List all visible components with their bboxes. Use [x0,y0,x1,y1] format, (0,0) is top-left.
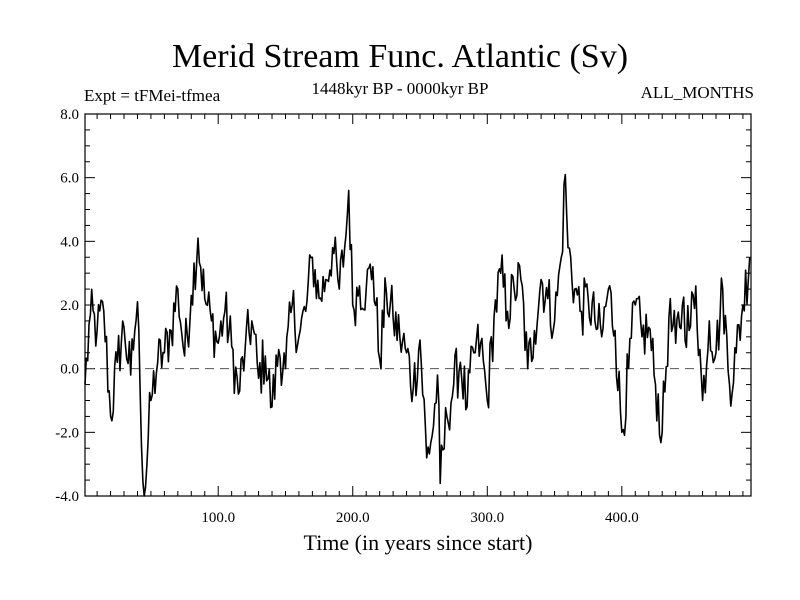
data-line-series [84,173,751,497]
y-tick-label: 6.0 [60,171,79,187]
y-tick-label: 8.0 [60,107,79,123]
months-label: ALL_MONTHS [640,83,754,102]
x-tick-label: 300.0 [470,510,504,526]
tick-labels: 100.0 200.0 300.0 400.0 -4.0 -2.0 0.0 2.0 4.0 6.0… [55,107,638,526]
y-tick-label: -2.0 [55,425,79,441]
plot-frame [84,113,752,497]
time-period-label: 1448kyr BP - 0000kyr BP [311,79,489,98]
y-tick-label: -4.0 [55,489,79,505]
chart-title: Merid Stream Func. Atlantic (Sv) [171,38,629,75]
experiment-label: Expt = tFMei-tfmea [84,86,221,105]
y-tick-label: 0.0 [60,362,79,378]
x-tick-label: 200.0 [336,510,370,526]
tick-marks [85,113,751,497]
y-tick-label: 4.0 [60,234,79,250]
y-tick-label: 2.0 [60,298,79,314]
x-tick-label: 400.0 [605,510,639,526]
x-tick-label: 100.0 [201,510,235,526]
x-axis-label: Time (in years since start) [303,530,533,555]
